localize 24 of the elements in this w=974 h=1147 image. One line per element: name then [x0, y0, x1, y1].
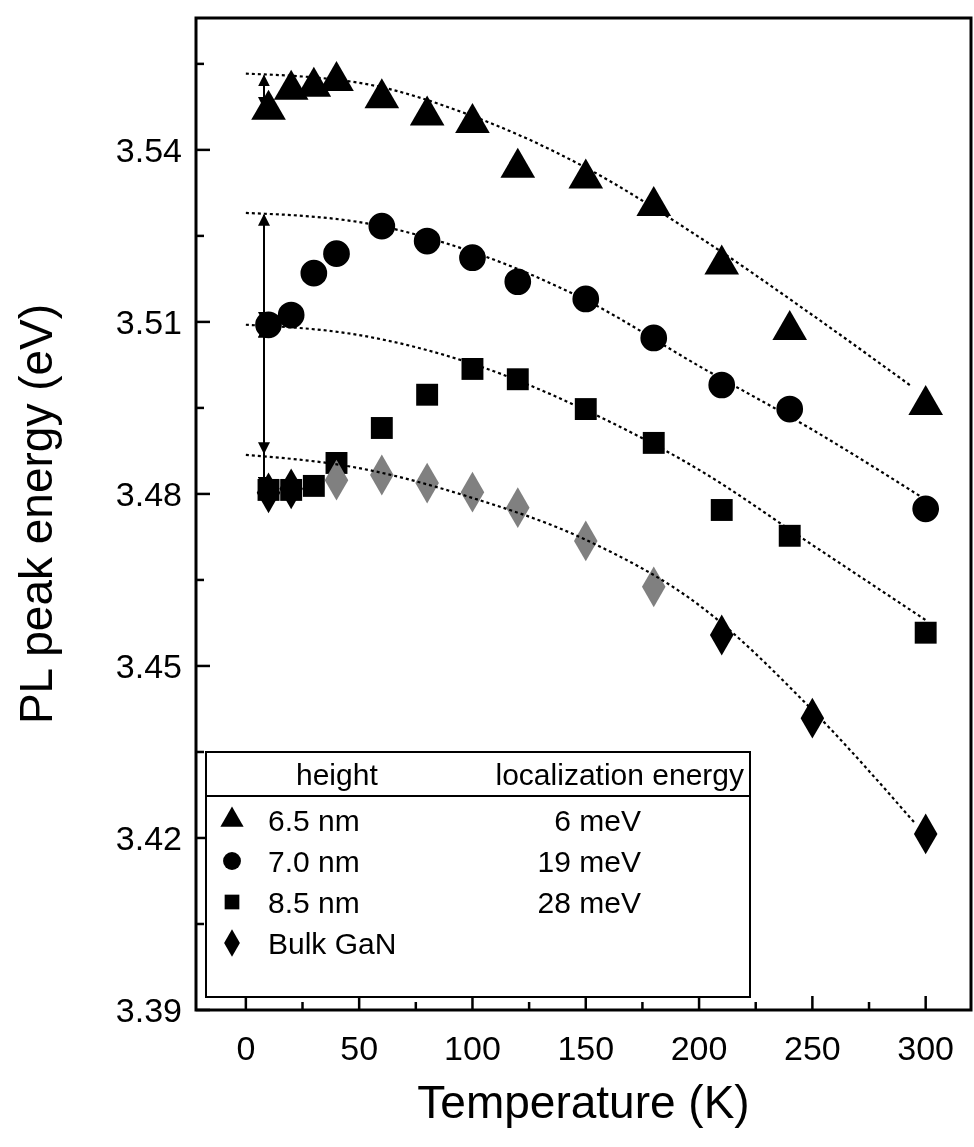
- y-tick-label: 3.39: [115, 991, 182, 1029]
- x-tick-label: 250: [784, 1029, 841, 1067]
- legend-title: height: [296, 758, 379, 791]
- x-tick-label: 150: [557, 1029, 615, 1067]
- y-tick-label: 3.42: [115, 818, 182, 857]
- x-tick-label: 50: [340, 1029, 379, 1067]
- y-tick-label: 3.45: [115, 646, 182, 685]
- annotation: 6 meV: [554, 804, 641, 837]
- annotation: 19 meV: [537, 845, 641, 878]
- x-tick-label: 100: [444, 1029, 501, 1067]
- x-tick-label: 0: [236, 1029, 256, 1067]
- y-axis-title: PL peak energy (eV): [10, 303, 62, 725]
- annotation: 28 meV: [537, 886, 641, 919]
- x-axis-title: Temperature (K): [417, 1076, 750, 1128]
- legend-label: 7.0 nm: [268, 845, 360, 878]
- annotation: localization energy: [495, 758, 744, 791]
- y-tick-label: 3.51: [115, 302, 182, 341]
- legend-label: 8.5 nm: [268, 886, 360, 919]
- x-tick-label: 300: [897, 1029, 955, 1067]
- legend-label: 6.5 nm: [268, 804, 360, 837]
- y-tick-label: 3.48: [115, 474, 182, 513]
- y-tick-label: 3.54: [115, 130, 182, 169]
- x-tick-label: 200: [670, 1029, 728, 1067]
- legend-label: Bulk GaN: [268, 927, 397, 960]
